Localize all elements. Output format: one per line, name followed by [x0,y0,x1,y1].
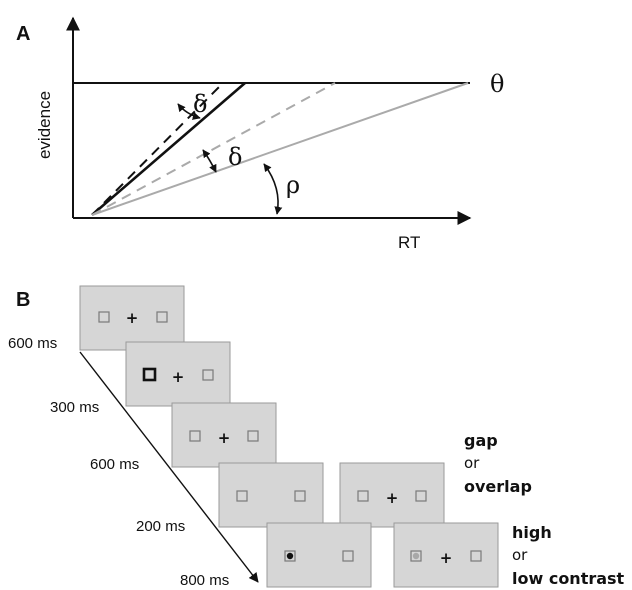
target-dot-low-contrast [412,552,420,560]
black-solid-line [91,82,246,216]
cued-placeholder [142,367,157,382]
timing-label-2: 300 ms [50,399,99,416]
black-dashed-line [91,82,224,216]
delta-symbol-1: δ [193,90,207,118]
fixation-cross: + [172,368,185,386]
panel-a: A evidence RT θ δ δ ρ [16,16,504,252]
condition-or-label-2: or [512,546,528,564]
gray-dashed-line [91,82,336,216]
timing-label-5: 800 ms [180,572,229,589]
condition-low-contrast-label: low contrast [512,569,625,588]
screen-overlap: + [339,462,445,528]
panel-a-label: A [16,23,30,45]
timing-label-4: 200 ms [136,518,185,535]
fixation-cross: + [126,309,139,327]
fixation-cross: + [440,549,453,567]
delta-symbol-2: δ [228,143,242,171]
panel-b: B 600 ms 300 ms 600 ms 200 ms 800 ms + +… [8,285,625,589]
condition-or-label-1: or [464,454,480,472]
rho-arrow [263,163,283,215]
delta-arrow-2 [202,149,217,173]
screen-fixation: + [79,285,185,351]
timing-label-1: 600 ms [8,335,57,352]
timing-label-3: 600 ms [90,456,139,473]
target-dot-high-contrast [286,552,294,560]
panel-b-label: B [16,289,30,311]
threshold-symbol: θ [490,70,504,98]
fixation-cross: + [386,489,399,507]
screen-fixation-2: + [171,402,277,468]
screen-target-high [266,522,372,588]
timeline-arrow [79,351,259,583]
x-axis-label: RT [398,233,420,252]
condition-high-label: high [512,523,552,542]
delta-arrow-1 [177,103,201,120]
screen-gap [218,462,324,528]
screen-cue: + [125,341,231,407]
rho-symbol: ρ [286,171,300,199]
screen-target-low: + [393,522,499,588]
y-axis-label: evidence [35,91,54,159]
condition-overlap-label: overlap [464,477,532,496]
condition-gap-label: gap [464,431,498,450]
gray-solid-line [91,82,469,216]
fixation-cross: + [218,429,231,447]
